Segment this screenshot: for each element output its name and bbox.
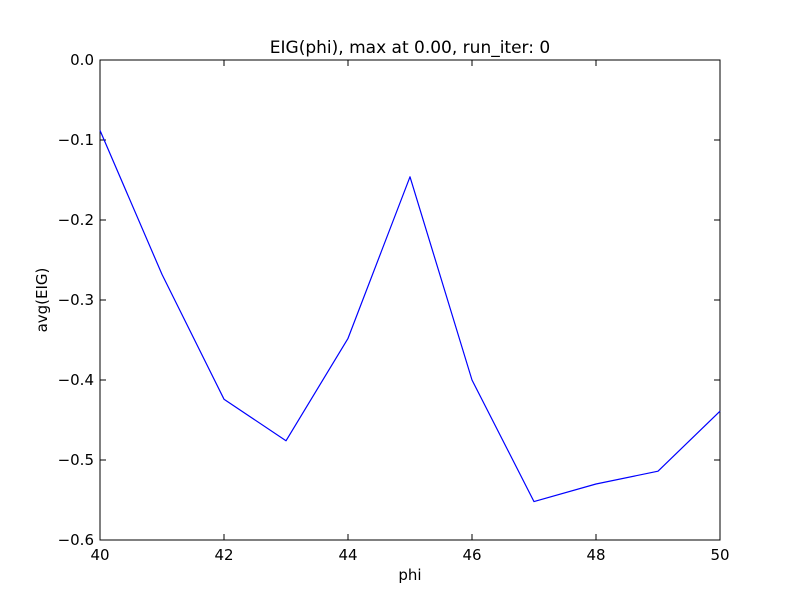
y-tick-label: 0.0: [70, 51, 94, 69]
y-tick-label: −0.3: [58, 291, 94, 309]
y-tick-label: −0.6: [58, 531, 94, 549]
y-tick-label: −0.1: [58, 131, 94, 149]
chart-title: EIG(phi), max at 0.00, run_iter: 0: [270, 38, 550, 58]
x-axis-label: phi: [398, 566, 421, 584]
x-tick-label: 42: [214, 546, 233, 564]
y-tick-label: −0.4: [58, 371, 94, 389]
y-tick-label: −0.2: [58, 211, 94, 229]
series-layer: [99, 130, 721, 503]
y-axis-ticks: −0.6 −0.5 −0.4 −0.3 −0.2 −0.1 0.0: [58, 51, 720, 549]
y-tick-label: −0.5: [58, 451, 94, 469]
x-tick-label: 40: [90, 546, 109, 564]
x-tick-label: 50: [710, 546, 729, 564]
x-tick-label: 48: [586, 546, 605, 564]
y-axis-label: avg(EIG): [33, 268, 51, 333]
x-tick-label: 44: [338, 546, 357, 564]
x-tick-label: 46: [462, 546, 481, 564]
plot-area: 40 42 44 46 48 50 −0.6 −0.5 −0.4 −0.3 −0.2 −0.1 0.0: [58, 51, 730, 564]
series-line: [99, 130, 721, 503]
x-axis-ticks: 40 42 44 46 48 50: [90, 60, 730, 564]
